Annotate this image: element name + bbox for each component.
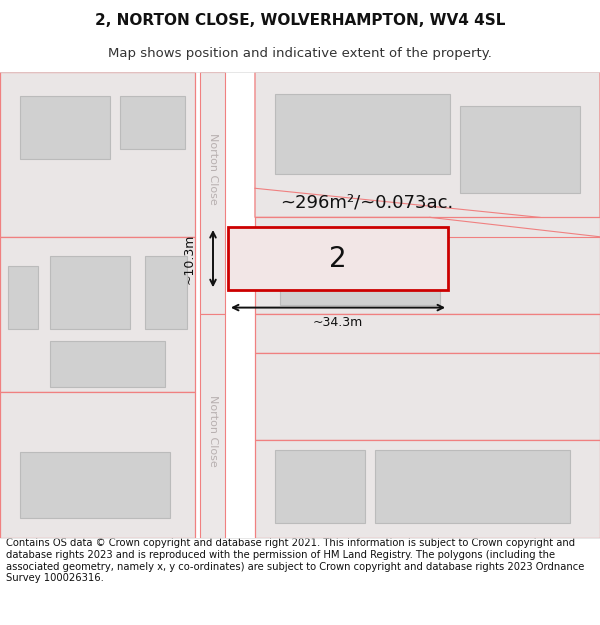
Polygon shape [255, 217, 600, 314]
Bar [50, 256, 130, 329]
Polygon shape [255, 314, 600, 353]
Polygon shape [255, 441, 600, 538]
Bar [228, 227, 448, 290]
Polygon shape [255, 353, 600, 441]
Bar [20, 452, 170, 518]
Bar [460, 106, 580, 193]
Text: Map shows position and indicative extent of the property.: Map shows position and indicative extent… [108, 47, 492, 59]
Bar [50, 341, 165, 387]
Polygon shape [0, 237, 195, 392]
Text: ~10.3m: ~10.3m [182, 233, 196, 284]
Text: Contains OS data © Crown copyright and database right 2021. This information is : Contains OS data © Crown copyright and d… [6, 538, 584, 583]
Polygon shape [200, 72, 225, 314]
Text: Norton Close: Norton Close [208, 395, 218, 467]
Bar [275, 450, 365, 523]
Polygon shape [0, 392, 195, 538]
Bar [120, 96, 185, 149]
Bar [20, 96, 110, 159]
Bar [8, 266, 38, 329]
Polygon shape [0, 72, 195, 237]
Text: ~34.3m: ~34.3m [313, 316, 363, 329]
Bar [280, 242, 440, 304]
Polygon shape [200, 314, 225, 538]
Text: 2: 2 [329, 244, 347, 272]
Bar [375, 450, 570, 523]
Text: Norton Close: Norton Close [208, 133, 218, 205]
Polygon shape [255, 72, 600, 218]
Bar [275, 94, 450, 174]
Polygon shape [255, 72, 600, 237]
Text: ~296m²/~0.073ac.: ~296m²/~0.073ac. [280, 194, 453, 212]
Text: 2, NORTON CLOSE, WOLVERHAMPTON, WV4 4SL: 2, NORTON CLOSE, WOLVERHAMPTON, WV4 4SL [95, 12, 505, 28]
Bar [145, 256, 187, 329]
